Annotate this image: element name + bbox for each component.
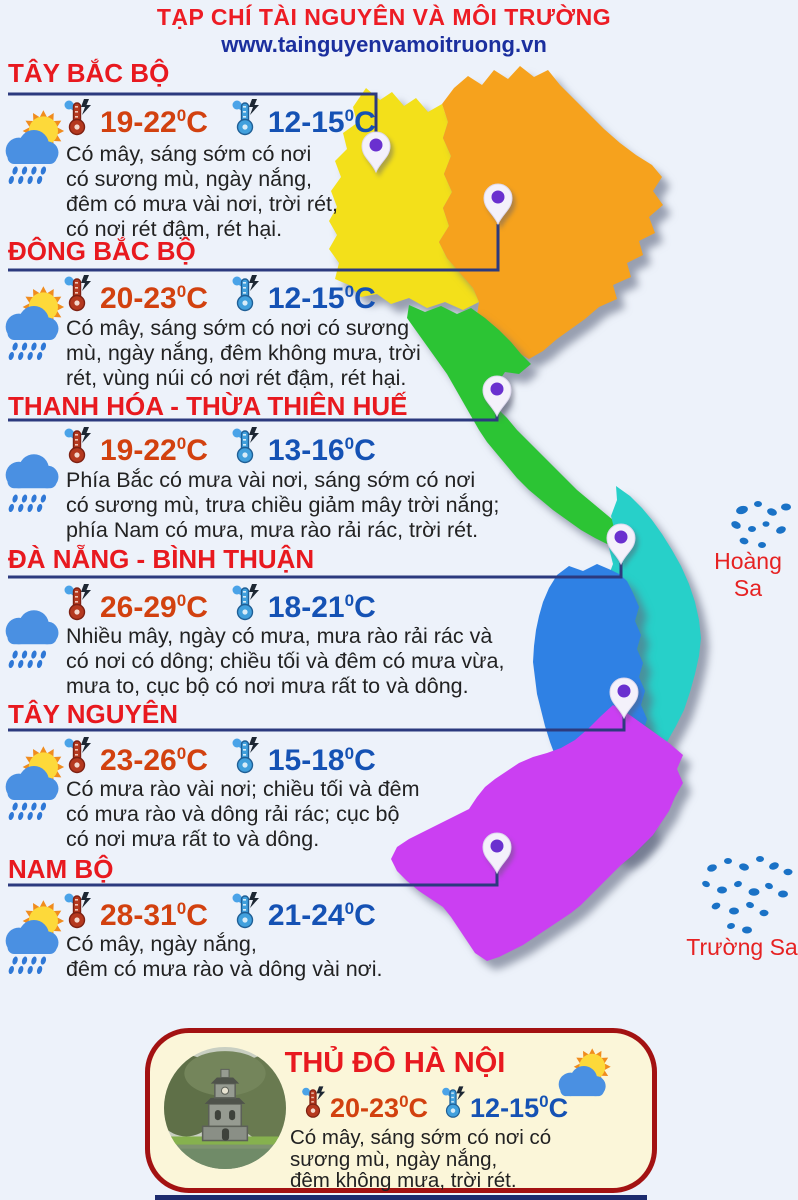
temps-nam-bo: 28-310C 21-240C — [62, 891, 376, 934]
sun-cloud-rain-icon — [0, 894, 66, 980]
thermometer-low-icon — [441, 1085, 466, 1118]
map-region-nam-bo — [391, 705, 683, 961]
temp-low: 12-150C — [267, 282, 376, 315]
thermometer-low-icon — [231, 426, 260, 464]
region-title-tay-nguyen: TÂY NGUYÊN — [8, 699, 178, 729]
map-region-thanh-hoa-hue — [407, 305, 633, 551]
header: TẠP CHÍ TÀI NGUYÊN VÀ MÔI TRƯỜNG www.tai… — [0, 4, 768, 58]
temp-high: 20-230C — [100, 282, 208, 315]
forecast-text-dong-bac-bo: Có mây, sáng sớm có nơi có sương mù, ngà… — [66, 316, 421, 390]
thermometer-high-icon — [63, 98, 92, 136]
temps-da-nang-binh-thuan: 26-290C 18-210C — [62, 583, 376, 626]
forecast-text-thanh-hoa-hue: Phía Bắc có mưa vài nơi, sáng sớm có nơi… — [66, 468, 500, 542]
sun-cloud-rain-icon — [0, 104, 66, 190]
capital-temps: 20-230C 12-150C — [300, 1085, 568, 1125]
temp-high: 28-310C — [100, 899, 208, 932]
thermometer-low-icon — [231, 736, 260, 774]
cloud-rain-icon — [0, 432, 66, 518]
forecast-text-nam-bo: Có mây, ngày nắng, đêm có mưa rào và dôn… — [66, 932, 383, 981]
temp-low: 13-160C — [267, 434, 376, 467]
hoang-sa-label: Hoàng Sa — [714, 548, 782, 601]
region-title-tay-bac-bo: TÂY BẮC BỘ — [8, 58, 170, 88]
cloud-rain-icon — [0, 588, 66, 674]
temp-low: 21-240C — [267, 899, 376, 932]
thermometer-low-icon — [231, 583, 260, 621]
thermometer-low-icon — [231, 98, 260, 136]
thermometer-high-icon — [63, 891, 92, 929]
map-region-dong-bac-bo — [439, 66, 663, 359]
hoang-sa-islands — [731, 501, 791, 548]
bottom-bar — [155, 1195, 647, 1200]
capital-title: THỦ ĐÔ HÀ NỘI — [284, 1047, 506, 1079]
temps-thanh-hoa-hue: 19-220C 13-160C — [62, 426, 376, 469]
magazine-title: TẠP CHÍ TÀI NGUYÊN VÀ MÔI TRƯỜNG — [156, 4, 612, 30]
region-title-da-nang-binh-thuan: ĐÀ NẴNG - BÌNH THUẬN — [8, 544, 315, 574]
sun-cloud-rain-icon — [0, 280, 66, 366]
thermometer-high-icon — [301, 1085, 326, 1118]
temp-high: 19-220C — [100, 106, 208, 139]
thermometer-low-icon — [231, 274, 260, 312]
capital-box: THỦ ĐÔ HÀ NỘI 20-230C 12-150C Có mây, sá… — [145, 1028, 657, 1193]
temp-high: 26-290C — [100, 591, 208, 624]
thermometer-low-icon — [231, 891, 260, 929]
temp-low: 15-180C — [267, 744, 376, 777]
forecast-text-tay-bac-bo: Có mây, sáng sớm có nơi có sương mù, ngà… — [66, 142, 338, 241]
temp-low: 12-150C — [470, 1092, 569, 1123]
truong-sa-islands — [702, 856, 793, 934]
thermometer-high-icon — [63, 583, 92, 621]
temp-low: 18-210C — [267, 591, 376, 624]
region-title-dong-bac-bo: ĐÔNG BẮC BỘ — [8, 236, 196, 266]
forecast-text-da-nang-binh-thuan: Nhiều mây, ngày có mưa, mưa rào rải rác … — [66, 624, 505, 698]
temps-dong-bac-bo: 20-230C 12-150C — [62, 274, 376, 317]
thermometer-high-icon — [63, 426, 92, 464]
map-connector-lines — [8, 92, 626, 887]
temp-low: 12-150C — [267, 106, 376, 139]
sun-cloud-icon — [548, 1045, 618, 1097]
temps-tay-nguyen: 23-260C 15-180C — [62, 736, 376, 779]
capital-forecast-text: Có mây, sáng sớm có nơi có sương mù, ngà… — [290, 1126, 552, 1192]
forecast-text-tay-nguyen: Có mưa rào vài nơi; chiều tối và đêm có … — [66, 777, 420, 851]
thermometer-high-icon — [63, 274, 92, 312]
temp-high: 19-220C — [100, 434, 208, 467]
magazine-url: www.tainguyenvamoitruong.vn — [221, 32, 547, 57]
region-title-thanh-hoa-hue: THANH HÓA - THỪA THIÊN HUẾ — [8, 391, 408, 421]
temp-high: 20-230C — [330, 1092, 429, 1123]
truong-sa-label: Trường Sa — [686, 934, 798, 960]
temps-tay-bac-bo: 19-220C 12-150C — [62, 98, 376, 141]
region-title-nam-bo: NAM BỘ — [8, 854, 114, 884]
thermometer-high-icon — [63, 736, 92, 774]
temp-high: 23-260C — [100, 744, 208, 777]
sun-cloud-rain-icon — [0, 740, 66, 826]
